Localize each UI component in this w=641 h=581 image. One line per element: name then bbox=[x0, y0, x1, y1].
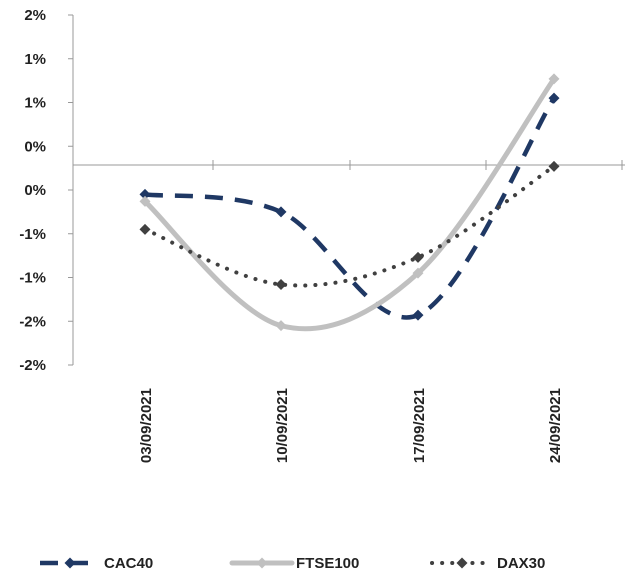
data-point-cac40 bbox=[548, 92, 560, 104]
x-axis-ticks: 03/09/2021 10/09/2021 17/09/2021 24/09/2021 bbox=[72, 160, 623, 463]
series-line-cac40 bbox=[144, 96, 556, 320]
y-tick-label: -2% bbox=[19, 313, 46, 330]
data-point-dax30 bbox=[548, 160, 560, 172]
x-tick-label: 17/09/2021 bbox=[411, 388, 428, 463]
y-tick-label: 0% bbox=[24, 138, 46, 155]
data-point-cac40 bbox=[139, 188, 151, 200]
y-tick-label: 1% bbox=[24, 51, 46, 68]
legend-marker-ftse100 bbox=[256, 557, 268, 569]
y-tick-label: -1% bbox=[19, 270, 46, 287]
data-point-dax30 bbox=[412, 251, 424, 263]
y-tick-label: 0% bbox=[24, 182, 46, 199]
data-point-ftse100 bbox=[139, 195, 151, 207]
data-point-ftse100 bbox=[548, 73, 560, 85]
data-point-ftse100 bbox=[412, 267, 424, 279]
legend-label-cac40: CAC40 bbox=[104, 555, 153, 572]
y-tick-label: -1% bbox=[19, 226, 46, 243]
data-point-cac40 bbox=[275, 206, 287, 218]
y-axis-ticks: 2% 1% 1% 0% 0% -1% -1% -2% -2% bbox=[19, 7, 73, 374]
series-line-ftse100 bbox=[142, 76, 557, 332]
chart-legend: CAC40 FTSE100 DAX30 bbox=[40, 555, 545, 572]
legend-label-dax30: DAX30 bbox=[497, 555, 545, 572]
y-tick-label: 1% bbox=[24, 95, 46, 112]
y-tick-label: 2% bbox=[24, 7, 46, 24]
data-point-cac40 bbox=[412, 309, 424, 321]
data-point-dax30 bbox=[139, 223, 151, 235]
data-point-ftse100 bbox=[275, 320, 287, 332]
legend-label-ftse100: FTSE100 bbox=[296, 555, 359, 572]
legend-marker-dax30 bbox=[456, 557, 468, 569]
x-tick-label: 03/09/2021 bbox=[138, 388, 155, 463]
series-layer bbox=[139, 73, 560, 332]
legend-marker-cac40 bbox=[64, 557, 76, 569]
y-tick-label: -2% bbox=[19, 357, 46, 374]
x-tick-label: 10/09/2021 bbox=[274, 388, 291, 463]
x-tick-label: 24/09/2021 bbox=[547, 388, 564, 463]
chart-axes bbox=[72, 15, 625, 365]
data-point-dax30 bbox=[275, 279, 287, 290]
